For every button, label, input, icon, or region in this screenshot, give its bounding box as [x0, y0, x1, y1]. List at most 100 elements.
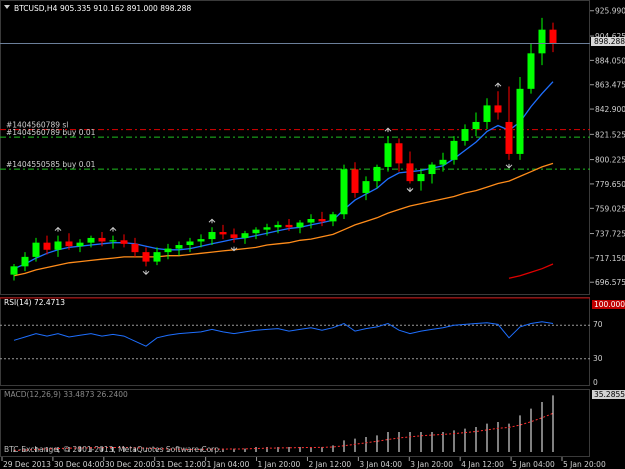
candles: [10, 17, 557, 281]
macd-indicator: [13, 395, 554, 452]
fractal-up-icon: [54, 226, 62, 232]
candle-body: [318, 219, 326, 222]
fractal-down-icon: [142, 270, 150, 276]
candle-body: [472, 121, 480, 130]
moving-average-line: [508, 263, 554, 279]
candle-body: [285, 224, 293, 228]
rsi-level-30-label: 30: [593, 354, 603, 363]
candle-body: [32, 242, 40, 257]
moving-average-line: [13, 162, 554, 277]
candle-body: [54, 241, 62, 250]
rsi-level-70-label: 70: [593, 320, 603, 329]
fractal-down-icon: [505, 163, 513, 169]
candle-body: [241, 233, 249, 238]
candle-body: [494, 105, 502, 113]
candle-body: [373, 166, 381, 182]
candle-body: [186, 241, 194, 246]
candle-body: [65, 241, 73, 247]
fractal-markers: [54, 82, 513, 276]
time-tick-label: 29 Dec 2013: [3, 460, 51, 469]
order-label: #1404550585 buy 0.01: [6, 160, 96, 169]
rsi-scale-max-box: [592, 300, 625, 309]
time-tick-label: 1 Jan 20:00: [258, 460, 301, 469]
candle-body: [384, 143, 392, 167]
moving-averages: [13, 81, 554, 279]
time-tick-label: 5 Jan 04:00: [512, 460, 555, 469]
candle-body: [120, 240, 128, 244]
candle-body: [296, 222, 304, 228]
time-tick-label: 4 Jan 12:00: [461, 460, 504, 469]
rsi-line: [13, 321, 554, 347]
candle-body: [428, 164, 436, 175]
candle-body: [274, 224, 282, 228]
candle-body: [395, 143, 403, 164]
time-tick-label: 3 Jan 20:00: [410, 460, 453, 469]
fractal-down-icon: [230, 246, 238, 252]
fractal-up-icon: [109, 226, 117, 232]
candle-body: [76, 242, 84, 247]
candle-body: [505, 121, 513, 154]
rsi-label: RSI(14) 72.4713: [4, 298, 65, 307]
fractal-down-icon: [406, 187, 414, 193]
candle-body: [406, 163, 414, 182]
candle-body: [340, 169, 348, 215]
moving-average-line: [13, 81, 554, 270]
candle-body: [263, 227, 271, 230]
time-tick-label: 5 Jan 20:00: [563, 460, 606, 469]
candle-body: [109, 240, 117, 242]
rsi-panel-frame: [0, 297, 590, 386]
candle-body: [131, 243, 139, 253]
price-tick-label: 759.025: [595, 204, 625, 213]
price-tick-label: 737.725: [595, 230, 625, 239]
candle-body: [43, 242, 51, 250]
order-label: #1404560789 sl: [6, 121, 68, 130]
rsi-indicator: [0, 321, 590, 360]
candle-body: [252, 229, 260, 234]
time-tick-label: 3 Jan 04:00: [359, 460, 402, 469]
time-tick-label: 2 Jan 12:00: [308, 460, 351, 469]
macd-scale-max-label: 35.2855: [594, 390, 625, 399]
candle-body: [516, 88, 524, 154]
price-tick-label: 779.650: [595, 180, 625, 189]
order-lines: #1404560789 sl#1404560789 buy 0.01 #14045…: [0, 121, 590, 170]
price-tick-label: 863.475: [595, 81, 625, 90]
price-tick-label: 800.225: [595, 156, 625, 165]
candle-body: [351, 169, 359, 193]
macd-signal-line: [13, 412, 554, 451]
candle-body: [87, 237, 95, 243]
candle-body: [439, 159, 447, 165]
current-price-label: 898.288: [594, 37, 625, 46]
candle-body: [230, 234, 238, 238]
main-chart-frame: [0, 0, 590, 295]
candle-body: [362, 181, 370, 193]
symbol-label: BTCUSD,H4: [14, 4, 58, 13]
candle-body: [307, 219, 315, 223]
candle-body: [417, 174, 425, 182]
candle-body: [208, 232, 216, 240]
candle-body: [527, 53, 535, 89]
time-tick-label: 1 Jan 04:00: [207, 460, 250, 469]
time-tick-label: 30 Dec 04:00: [54, 460, 105, 469]
candle-body: [197, 239, 205, 242]
rsi-scale-max-label: 100.000: [594, 300, 625, 309]
price-tick-label: 821.525: [595, 130, 625, 139]
copyright-label: BTC-Exchange, © 2001-2013, MetaQuotes So…: [4, 445, 221, 454]
ohlc-label: 905.335 910.162 891.000 898.288: [60, 4, 191, 13]
time-axis: 29 Dec 2013 30 Dec 04:00 30 Dec 20:00 31 De…: [1, 457, 606, 469]
price-axis: 925.990 904.625 884.050 863.475 842.900 821.5…: [0, 7, 625, 287]
candle-body: [21, 256, 29, 267]
dropdown-triangle-icon[interactable]: [4, 5, 10, 9]
candle-body: [98, 237, 106, 242]
candle-body: [461, 129, 469, 141]
candle-body: [10, 266, 18, 275]
fractal-up-icon: [384, 127, 392, 133]
price-tick-label: 696.575: [595, 278, 625, 287]
current-price-box: [591, 37, 625, 46]
price-tick-label: 717.150: [595, 254, 625, 263]
fractal-up-icon: [208, 218, 216, 224]
order-label: #1404560789 buy 0.01: [6, 128, 96, 137]
candle-body: [329, 214, 337, 222]
candle-body: [153, 252, 161, 262]
price-tick-label: 884.050: [595, 56, 625, 65]
